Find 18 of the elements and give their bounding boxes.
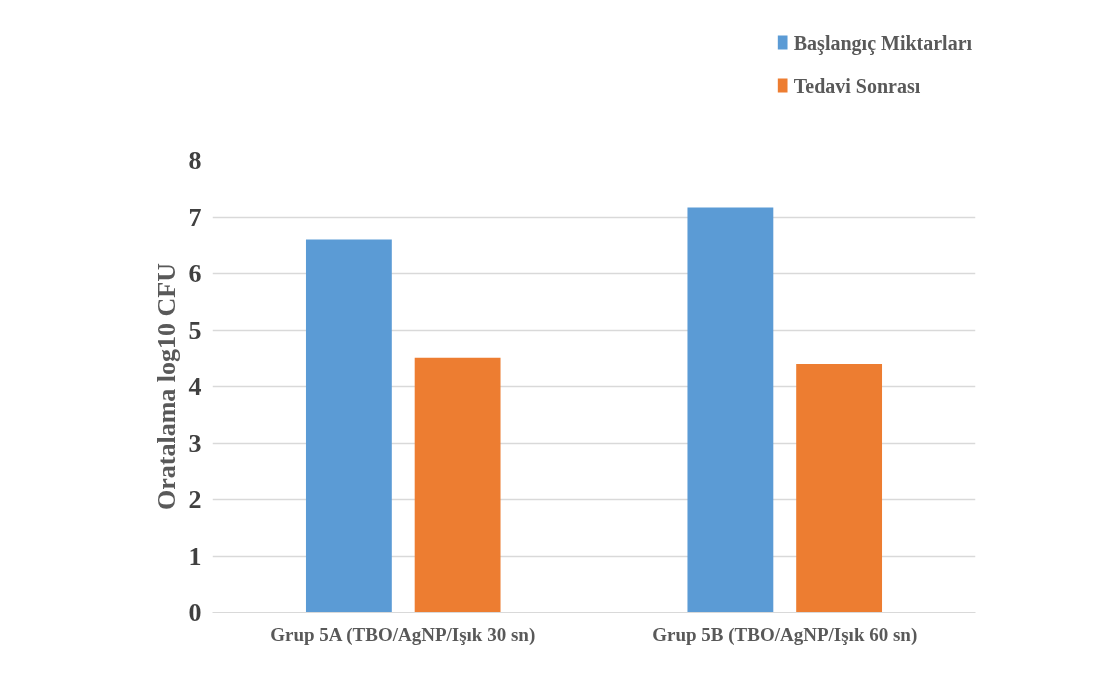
y-tick-label: 6 (188, 259, 202, 288)
y-tick-label: 5 (188, 315, 202, 345)
y-axis-title: Oratalama log10 CFU (151, 262, 181, 510)
y-tick-label: 2 (188, 485, 202, 514)
y-tick-label: 7 (188, 202, 202, 232)
y-tick-label: 4 (188, 372, 202, 401)
x-tick-label: Grup 5A (TBO/AgNP/Işık 30 sn) (270, 623, 536, 646)
x-tick-label: Grup 5B (TBO/AgNP/Işık 60 sn) (652, 623, 918, 646)
bar (796, 363, 883, 613)
bar (414, 357, 501, 613)
legend-label: Başlangıç Miktarları (793, 31, 973, 55)
bar (687, 207, 774, 613)
y-tick-label: 3 (188, 428, 202, 458)
y-tick-label: 8 (188, 146, 202, 175)
y-tick-label: 1 (188, 541, 202, 571)
bar (305, 239, 392, 613)
y-tick-label: 0 (188, 598, 202, 627)
legend-label: Tedavi Sonrası (793, 74, 921, 97)
